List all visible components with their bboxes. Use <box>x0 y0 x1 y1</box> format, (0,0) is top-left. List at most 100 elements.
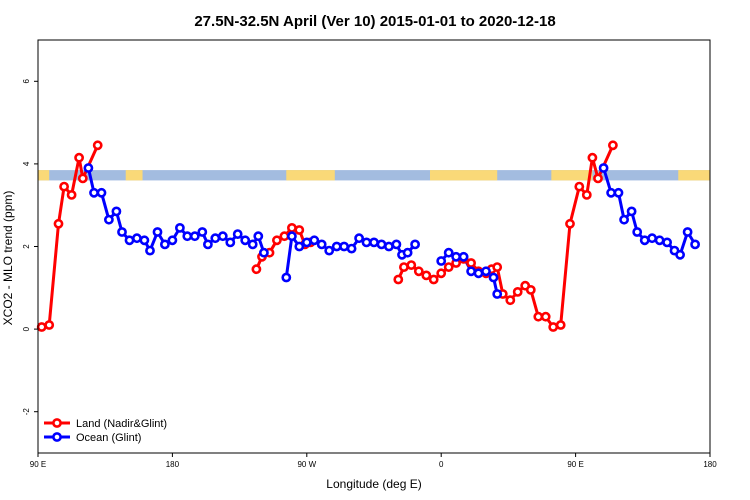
series-1-point-3-2 <box>613 187 624 198</box>
series-1-point-3-3 <box>619 214 629 225</box>
y-tick-label-1: 0 <box>22 326 31 331</box>
x-tick-label-1: 180 <box>166 460 180 469</box>
series-1-point-2-5 <box>473 268 484 279</box>
series-1-point-0-2 <box>96 187 107 198</box>
series-1-point-1-0 <box>281 272 292 283</box>
series-1-point-0-24 <box>253 231 264 242</box>
series-1-point-0-10 <box>152 227 163 237</box>
series-0-point-2-0 <box>393 274 404 285</box>
series-1-point-3-8 <box>654 235 665 246</box>
series-1-point-3-13 <box>690 239 700 250</box>
series-0-point-2-14 <box>492 262 503 272</box>
x-tick-label-0: 90 E <box>30 460 46 469</box>
series-1-point-2-6 <box>481 266 491 277</box>
series-0-point-2-16 <box>505 295 516 306</box>
legend-label-0: Land (Nadir&Glint) <box>76 418 167 430</box>
series-1-point-0-18 <box>210 233 221 244</box>
y-axis: -2 0 2 4 6 <box>22 79 38 416</box>
series-0-point-2-10 <box>466 258 476 268</box>
series-1-point-1-4 <box>309 235 320 246</box>
series-0-point-0-2 <box>53 218 64 229</box>
series-1-point-1-18 <box>410 239 420 250</box>
land-span-4 <box>551 170 593 181</box>
series-1-point-0-15 <box>189 231 200 242</box>
series-1-point-3-11 <box>675 249 685 260</box>
series-1-point-3-9 <box>662 237 672 248</box>
series-0-point-2-26 <box>581 189 592 200</box>
series-0-point-2-6 <box>436 268 447 279</box>
series-1-point-0-20 <box>225 237 236 248</box>
series-1-point-3-4 <box>626 206 637 217</box>
series-1-point-1-3 <box>301 237 312 248</box>
land-ocean-strip <box>38 170 710 181</box>
series-0-point-2-4 <box>421 270 432 281</box>
series-1-point-3-0 <box>598 163 609 173</box>
series-0-point-0-0 <box>36 322 47 332</box>
series-1-point-0-11 <box>159 239 170 250</box>
series-1-point-0-23 <box>247 239 258 250</box>
series-1-point-0-21 <box>232 229 243 239</box>
series-1-point-2-8 <box>492 289 503 299</box>
y-axis-label: XCO2 - MLO trend (ppm) <box>1 191 15 326</box>
series-layer <box>36 140 700 332</box>
series-1-point-0-25 <box>258 247 269 258</box>
series-1-point-1-8 <box>339 241 349 252</box>
series-1-point-0-1 <box>89 187 99 198</box>
series-1-point-0-19 <box>217 231 228 242</box>
legend: Land (Nadir&Glint) Ocean (Glint) <box>44 418 167 444</box>
series-1-point-2-1 <box>443 247 454 258</box>
series-0-point-0-1 <box>44 320 55 330</box>
series-0-point-2-27 <box>587 152 598 163</box>
series-0-point-0-3 <box>59 181 69 192</box>
land-span-2 <box>286 170 335 181</box>
x-axis: 90 E 180 90 W 0 90 E 180 <box>30 453 717 469</box>
series-0-point-2-3 <box>413 266 424 277</box>
series-0-point-2-2 <box>406 260 417 270</box>
series-1-point-1-12 <box>369 237 379 248</box>
series-1-point-0-8 <box>139 235 150 246</box>
ocean-band <box>38 170 710 181</box>
series-1-point-1-11 <box>361 237 372 248</box>
series-0-point-2-21 <box>540 311 551 322</box>
series-1-point-3-12 <box>682 227 693 237</box>
x-tick-label-2: 90 W <box>297 460 316 469</box>
land-span-1 <box>125 170 143 181</box>
series-1-point-1-14 <box>383 241 394 252</box>
series-1-point-1-17 <box>402 247 413 258</box>
series-1-point-0-4 <box>111 206 122 217</box>
series-0-point-0-5 <box>74 152 84 163</box>
land-span-5 <box>678 170 710 181</box>
series-0-point-0-4 <box>66 189 77 200</box>
series-1-point-2-4 <box>466 266 476 277</box>
series-1-point-0-12 <box>167 235 178 246</box>
series-1-point-0-17 <box>202 239 213 250</box>
series-1-point-3-7 <box>647 233 657 244</box>
series-1-point-2-2 <box>451 251 461 262</box>
series-0-point-2-17 <box>512 286 523 297</box>
series-1-point-0-7 <box>131 233 142 244</box>
series-0-point-0-7 <box>92 140 103 151</box>
series-0-point-1-3 <box>271 235 282 246</box>
land-span-3 <box>430 170 498 181</box>
series-1-point-1-9 <box>346 243 357 254</box>
series-1-point-1-2 <box>294 241 305 252</box>
series-0-point-1-6 <box>294 225 305 235</box>
legend-marker-1 <box>52 432 62 442</box>
series-1-point-1-15 <box>391 239 402 250</box>
series-1-point-2-0 <box>436 256 447 266</box>
x-axis-label: Longitude (deg E) <box>326 477 421 491</box>
x-tick-label-3: 0 <box>439 460 444 469</box>
series-1-point-0-9 <box>145 245 155 256</box>
series-0-point-2-1 <box>398 262 409 272</box>
series-0-point-2-22 <box>548 322 559 332</box>
series-1-point-2-3 <box>458 251 469 262</box>
series-0-point-2-24 <box>565 218 575 229</box>
legend-label-1: Ocean (Glint) <box>76 432 141 444</box>
series-0-point-2-7 <box>443 262 454 272</box>
series-1-point-1-1 <box>286 231 297 242</box>
series-1-point-1-5 <box>316 239 327 250</box>
series-1-point-3-5 <box>632 227 643 237</box>
y-tick-label-0: -2 <box>22 408 31 416</box>
x-tick-label-4: 90 E <box>567 460 583 469</box>
